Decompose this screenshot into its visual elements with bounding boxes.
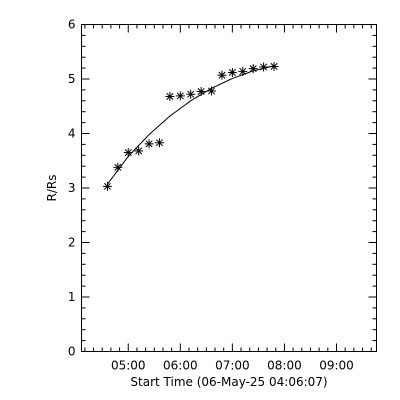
x-tick-label: 07:00 [215,359,250,373]
data-points [102,61,279,191]
data-point [154,138,164,148]
y-tick-label: 6 [68,18,76,32]
data-point [134,146,144,156]
data-point [259,62,269,72]
y-tick-label: 3 [68,181,76,195]
x-tick-label: 09:00 [319,359,354,373]
x-tick-label: 06:00 [163,359,198,373]
data-point [207,86,217,96]
x-tick-label: 05:00 [111,359,146,373]
data-point [186,89,196,99]
y-axis-label: R/Rs [45,175,59,202]
data-point [227,67,237,77]
data-point [238,66,248,76]
y-tick-label: 5 [68,72,76,86]
data-point [144,139,154,149]
data-point [123,148,133,158]
data-point [248,64,258,74]
fit-curve [107,65,275,185]
x-axis-label: Start Time (06-May-25 04:06:07) [130,375,327,389]
data-point [175,91,185,101]
y-tick-label: 0 [68,345,76,359]
data-point [113,162,123,172]
data-point [196,87,206,97]
data-point [269,61,279,71]
data-point [217,70,227,80]
y-tick-label: 2 [68,236,76,250]
tick-labels: 05:00 06:00 07:00 08:00 09:00 0 1 2 3 4 5 6 [68,18,354,373]
x-tick-label: 08:00 [267,359,302,373]
data-point [165,91,175,101]
axis-ticks [81,24,377,352]
y-tick-label: 1 [68,290,76,304]
y-tick-label: 4 [68,127,76,141]
data-point [102,181,112,191]
plot-frame [81,24,377,352]
